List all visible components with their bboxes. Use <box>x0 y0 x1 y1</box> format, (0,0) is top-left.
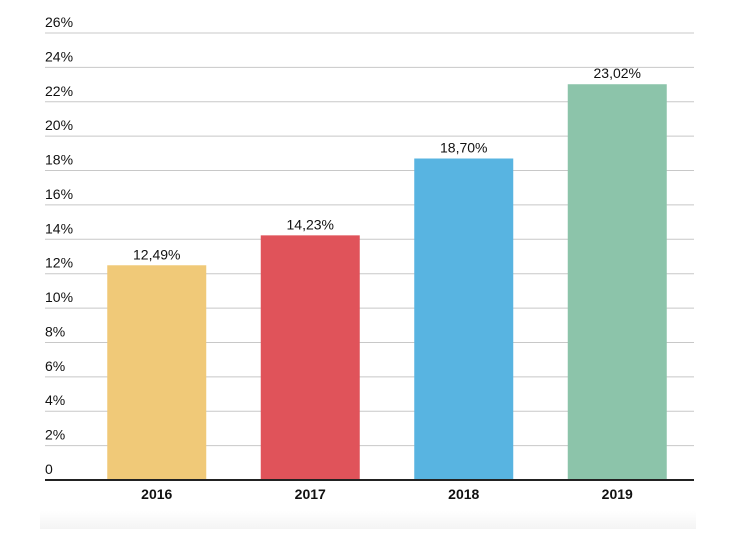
y-tick-label: 6% <box>45 358 65 374</box>
y-tick-label: 22% <box>45 83 73 99</box>
data-label-2018: 18,70% <box>440 140 487 156</box>
data-label-2019: 23,02% <box>594 65 641 81</box>
bar-2016 <box>107 265 207 480</box>
y-tick-label: 20% <box>45 117 73 133</box>
data-label-2017: 14,23% <box>287 216 334 232</box>
y-tick-label: 14% <box>45 220 73 236</box>
bar-2019 <box>567 84 667 480</box>
y-tick-label: 4% <box>45 392 65 408</box>
bottom-shadow <box>40 511 696 529</box>
y-tick-label: 12% <box>45 255 73 271</box>
y-tick-label: 24% <box>45 48 73 64</box>
bar-2017 <box>260 235 360 480</box>
data-label-2016: 12,49% <box>133 246 180 262</box>
y-tick-label: 0 <box>45 461 53 477</box>
x-tick-label: 2018 <box>448 486 479 502</box>
x-tick-label: 2017 <box>295 486 326 502</box>
y-tick-label: 8% <box>45 323 65 339</box>
y-tick-label: 10% <box>45 289 73 305</box>
y-tick-label: 26% <box>45 14 73 30</box>
y-tick-label: 2% <box>45 427 65 443</box>
y-tick-label: 18% <box>45 152 73 168</box>
x-tick-label: 2016 <box>141 486 172 502</box>
y-tick-label: 16% <box>45 186 73 202</box>
x-tick-label: 2019 <box>602 486 633 502</box>
bar-2018 <box>414 158 514 480</box>
